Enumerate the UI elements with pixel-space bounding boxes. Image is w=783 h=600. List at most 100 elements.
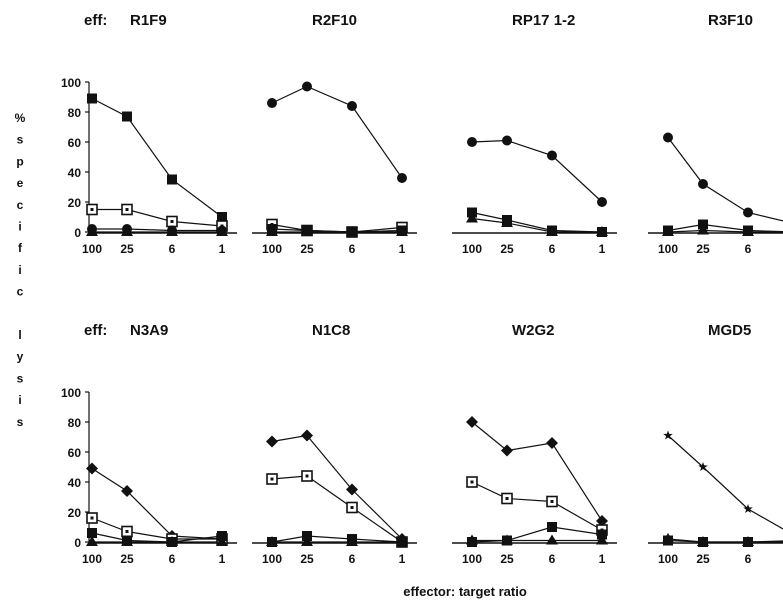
x-tick-label: 100 (262, 552, 282, 566)
series-filled-square (663, 535, 783, 547)
chart-panel-w2g2: W2G2 100 25 6 1 (452, 322, 617, 566)
panel-title: RP17 1-2 (512, 12, 575, 29)
data-point-open-square-dot (170, 220, 174, 223)
x-tick-label: 25 (120, 242, 134, 256)
data-point-filled-square (122, 111, 132, 122)
series-filled-square (87, 528, 227, 547)
y-tick-label: 0 (74, 226, 81, 240)
data-point-filled-square (743, 537, 753, 547)
data-point-filled-triangle (166, 226, 178, 236)
data-point-filled-triangle (216, 536, 228, 546)
data-point-filled-triangle (697, 224, 709, 235)
data-point-star (743, 504, 753, 513)
data-point-filled-triangle (86, 226, 98, 236)
data-point-filled-triangle (301, 536, 313, 546)
x-tick-label: 25 (120, 552, 134, 566)
data-point-filled-triangle (466, 212, 478, 223)
series-line (471, 217, 602, 233)
series-star (663, 430, 783, 530)
data-point-filled-triangle (346, 226, 358, 236)
series-filled-diamond (466, 416, 608, 527)
x-tick-label: 25 (500, 552, 514, 566)
data-point-open-square-dot (125, 208, 129, 211)
y-tick-label: 100 (61, 76, 81, 90)
y-tick-label: 60 (68, 136, 82, 150)
series-line (667, 539, 783, 543)
data-point-filled-diamond (346, 483, 358, 496)
data-point-filled-triangle (266, 536, 278, 546)
data-point-star (663, 430, 673, 440)
data-point-filled-diamond (466, 416, 478, 428)
data-point-filled-square (87, 528, 97, 538)
panel-title: N3A9 (130, 322, 168, 339)
data-point-filled-circle (302, 81, 312, 92)
x-tick-label: 1 (219, 242, 226, 256)
data-point-open-square-dot (470, 480, 474, 484)
series-filled-triangle (86, 226, 228, 236)
data-point-filled-diamond (301, 429, 313, 442)
series-line (91, 97, 223, 218)
data-point-filled-diamond (546, 437, 558, 449)
y-tick-label: 20 (68, 196, 82, 210)
series-open-square (86, 512, 228, 545)
x-tick-label: 25 (300, 552, 314, 566)
data-point-filled-circle (502, 135, 512, 146)
data-point-filled-triangle (121, 536, 133, 546)
x-tick-label: 25 (500, 242, 514, 256)
y-label-letter: p (16, 154, 23, 168)
series-filled-triangle (466, 534, 608, 545)
series-filled-square (87, 93, 227, 222)
panel-title: R2F10 (312, 12, 357, 29)
y-label-letter: i (18, 263, 21, 277)
data-point-filled-circle (467, 137, 477, 147)
series-open-square (266, 470, 408, 548)
y-label-letter: y (17, 350, 24, 364)
x-tick-label: 100 (82, 552, 102, 566)
x-tick-label: 1 (219, 552, 226, 566)
x-tick-label: 1 (599, 242, 606, 256)
y-label-letter: i (18, 220, 21, 234)
x-tick-label: 25 (696, 242, 710, 256)
data-point-filled-square (217, 212, 227, 222)
x-tick-label: 6 (349, 552, 356, 566)
data-point-filled-triangle (396, 226, 408, 236)
y-label-letter: s (17, 371, 24, 385)
x-tick-label: 100 (658, 242, 678, 256)
y-label-letter: c (17, 285, 24, 299)
chart-panel-r3f10: R3F10 100 25 6 (648, 12, 783, 256)
data-point-filled-circle (397, 173, 407, 183)
data-point-filled-square (547, 522, 557, 532)
series-filled-triangle (662, 224, 783, 236)
x-tick-label: 6 (169, 242, 176, 256)
data-point-filled-circle (267, 98, 277, 108)
data-point-filled-square (698, 537, 708, 547)
y-tick-label: 40 (68, 166, 82, 180)
panel-prefix: eff: (84, 12, 107, 29)
data-point-filled-triangle (86, 536, 98, 546)
data-point-filled-triangle (266, 226, 278, 236)
y-tick-label: 80 (68, 416, 82, 430)
series-line (91, 532, 223, 543)
series-filled-triangle (86, 536, 228, 546)
series-filled-circle (87, 224, 227, 236)
panel-title: R1F9 (130, 12, 167, 29)
series-filled-circle (663, 132, 783, 222)
chart-panel-mgd5: MGD5 100 25 6 (648, 322, 783, 566)
panel-title: R3F10 (708, 12, 753, 29)
data-point-filled-triangle (216, 226, 228, 236)
panel-title: W2G2 (512, 322, 555, 339)
data-point-filled-square (87, 93, 97, 104)
y-label-letter: e (17, 176, 24, 190)
series-line (91, 467, 223, 540)
series-line (271, 85, 403, 179)
series-filled-square (267, 531, 407, 547)
y-label-letter: s (17, 415, 24, 429)
data-point-filled-triangle (546, 226, 558, 236)
data-point-filled-circle (347, 101, 357, 111)
panel-title: MGD5 (708, 322, 751, 339)
data-point-filled-triangle (501, 534, 513, 545)
series-line (667, 137, 783, 222)
series-filled-triangle (266, 226, 408, 236)
